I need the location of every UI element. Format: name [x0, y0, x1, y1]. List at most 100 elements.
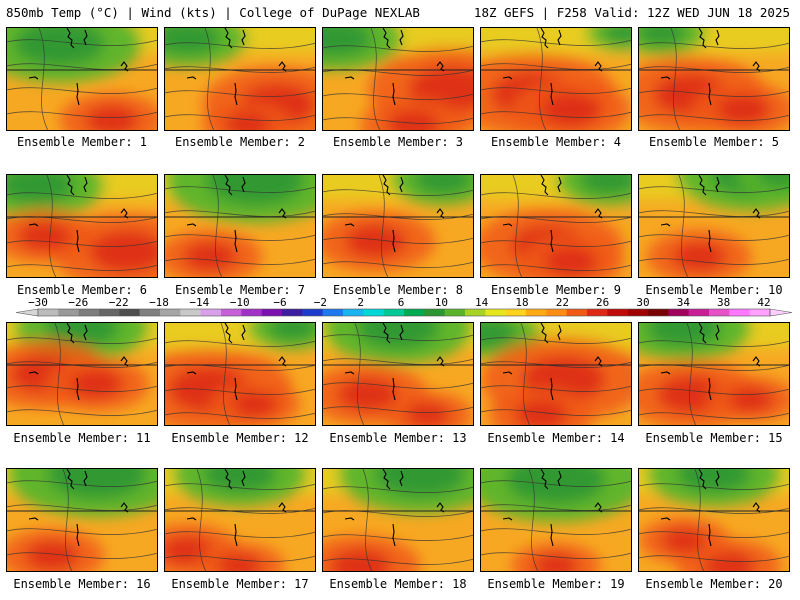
- colorbar-swatch: [261, 309, 283, 316]
- colorbar-swatch: [526, 309, 547, 316]
- ensemble-panel-19: [480, 468, 632, 572]
- colorbar-swatch: [241, 309, 262, 316]
- ensemble-panel-13: [322, 322, 474, 426]
- ensemble-panel-5: [638, 27, 790, 131]
- ensemble-panel-18: [322, 468, 474, 572]
- colorbar-tick-label: −26: [68, 296, 88, 309]
- colorbar-swatch: [587, 309, 608, 316]
- ensemble-member-label-1: Ensemble Member: 1: [16, 135, 148, 149]
- colorbar-tick-label: 30: [636, 296, 649, 309]
- ensemble-member-label-11: Ensemble Member: 11: [13, 431, 151, 445]
- ensemble-member-label-7: Ensemble Member: 7: [174, 283, 306, 297]
- ensemble-panel-16: [6, 468, 158, 572]
- colorbar-tick-label: −22: [109, 296, 129, 309]
- ensemble-panel-15: [638, 322, 790, 426]
- colorbar-swatch: [404, 309, 425, 316]
- colorbar-swatch: [648, 309, 669, 316]
- ensemble-panel-14: [480, 322, 632, 426]
- ensemble-member-label-18: Ensemble Member: 18: [329, 577, 467, 591]
- colorbar-tick-label: 14: [475, 296, 489, 309]
- colorbar-swatch: [221, 309, 242, 316]
- colorbar-swatch: [688, 309, 710, 316]
- ensemble-panel-1: [6, 27, 158, 131]
- colorbar-swatch: [729, 309, 750, 316]
- colorbar-swatch: [465, 309, 486, 316]
- ensemble-member-label-3: Ensemble Member: 3: [332, 135, 464, 149]
- ensemble-member-label-19: Ensemble Member: 19: [487, 577, 625, 591]
- colorbar-tick-label: 18: [515, 296, 528, 309]
- colorbar-swatch: [119, 309, 140, 316]
- colorbar-swatch: [99, 309, 120, 316]
- ensemble-panel-2: [164, 27, 316, 131]
- colorbar-tick-label: 38: [717, 296, 730, 309]
- colorbar-swatch: [668, 309, 689, 316]
- ensemble-panel-20: [638, 468, 790, 572]
- colorbar-swatch: [160, 309, 181, 316]
- ensemble-member-label-8: Ensemble Member: 8: [332, 283, 464, 297]
- colorbar-swatch: [566, 309, 588, 316]
- colorbar-tick-label: 2: [357, 296, 364, 309]
- ensemble-member-label-20: Ensemble Member: 20: [645, 577, 783, 591]
- colorbar-swatch: [139, 309, 161, 316]
- colorbar-swatch: [424, 309, 445, 316]
- ensemble-member-label-2: Ensemble Member: 2: [174, 135, 306, 149]
- colorbar-tick-label: −6: [273, 296, 286, 309]
- run-info: 18Z GEFS | F258 Valid: 12Z WED JUN 18 20…: [473, 5, 790, 20]
- colorbar-tick-label: 6: [398, 296, 405, 309]
- colorbar-swatch: [607, 309, 628, 316]
- colorbar-tick-label: 26: [596, 296, 609, 309]
- ensemble-panel-10: [638, 174, 790, 278]
- ensemble-panel-12: [164, 322, 316, 426]
- ensemble-member-label-17: Ensemble Member: 17: [171, 577, 309, 591]
- ensemble-panel-3: [322, 27, 474, 131]
- ensemble-member-label-15: Ensemble Member: 15: [645, 431, 783, 445]
- ensemble-member-label-6: Ensemble Member: 6: [16, 283, 148, 297]
- ensemble-panel-11: [6, 322, 158, 426]
- ensemble-member-label-5: Ensemble Member: 5: [648, 135, 780, 149]
- colorbar-swatch: [78, 309, 100, 316]
- colorbar-swatch: [343, 309, 364, 316]
- colorbar-swatch: [505, 309, 527, 316]
- ensemble-member-label-13: Ensemble Member: 13: [329, 431, 467, 445]
- colorbar-tick-label: −14: [189, 296, 209, 309]
- colorbar-swatch: [180, 309, 201, 316]
- ensemble-member-label-9: Ensemble Member: 9: [490, 283, 622, 297]
- ensemble-member-label-4: Ensemble Member: 4: [490, 135, 622, 149]
- ensemble-panel-9: [480, 174, 632, 278]
- colorbar-swatch: [627, 309, 649, 316]
- colorbar-tick-label: 42: [757, 296, 770, 309]
- colorbar-swatch: [546, 309, 567, 316]
- colorbar-right-arrow: [769, 308, 793, 317]
- chart-title: 850mb Temp (°C) | Wind (kts) | College o…: [6, 5, 420, 20]
- colorbar-swatch: [383, 309, 405, 316]
- ensemble-member-label-10: Ensemble Member: 10: [645, 283, 783, 297]
- colorbar-swatch: [200, 309, 222, 316]
- colorbar-tick-label: −30: [28, 296, 48, 309]
- colorbar-tick-label: 34: [677, 296, 691, 309]
- colorbar-swatch: [444, 309, 466, 316]
- colorbar-swatch: [282, 309, 303, 316]
- colorbar-swatch: [322, 309, 344, 316]
- ensemble-member-label-14: Ensemble Member: 14: [487, 431, 625, 445]
- colorbar-tick-label: −10: [230, 296, 250, 309]
- ensemble-panel-17: [164, 468, 316, 572]
- colorbar-tick-label: 10: [435, 296, 448, 309]
- colorbar-swatch: [485, 309, 506, 316]
- colorbar-swatch: [58, 309, 79, 316]
- temperature-colorbar: −30 −26 −22 −18 −14 −10 −6 −2 2 6 10 14 18 22 26 30 34 38…: [15, 296, 793, 317]
- colorbar-swatch: [363, 309, 384, 316]
- colorbar-swatch: [302, 309, 323, 316]
- colorbar-left-arrow: [15, 308, 39, 317]
- ensemble-panel-7: [164, 174, 316, 278]
- ensemble-panel-6: [6, 174, 158, 278]
- colorbar-swatch: [749, 309, 771, 316]
- ensemble-panel-4: [480, 27, 632, 131]
- ensemble-member-label-16: Ensemble Member: 16: [13, 577, 151, 591]
- ensemble-panel-8: [322, 174, 474, 278]
- colorbar-swatch: [709, 309, 730, 316]
- colorbar-tick-label: −2: [314, 296, 327, 309]
- colorbar-tick-label: 22: [556, 296, 569, 309]
- colorbar-tick-label: −18: [149, 296, 169, 309]
- ensemble-member-label-12: Ensemble Member: 12: [171, 431, 309, 445]
- colorbar-swatch: [38, 309, 59, 316]
